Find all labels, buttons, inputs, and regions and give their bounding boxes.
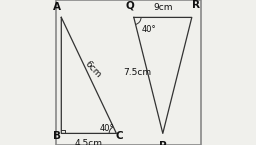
Text: 40°: 40° [100, 124, 114, 133]
Text: 40°: 40° [142, 25, 156, 33]
Text: 4.5cm: 4.5cm [75, 139, 103, 145]
Text: R: R [192, 0, 200, 10]
Text: A: A [53, 2, 61, 12]
Text: 6cm: 6cm [83, 59, 103, 80]
Text: C: C [115, 131, 123, 141]
Text: 7.5cm: 7.5cm [123, 68, 152, 77]
Text: 9cm: 9cm [153, 3, 173, 12]
Text: P: P [159, 141, 167, 145]
Text: B: B [53, 131, 61, 141]
Text: Q: Q [125, 0, 134, 10]
